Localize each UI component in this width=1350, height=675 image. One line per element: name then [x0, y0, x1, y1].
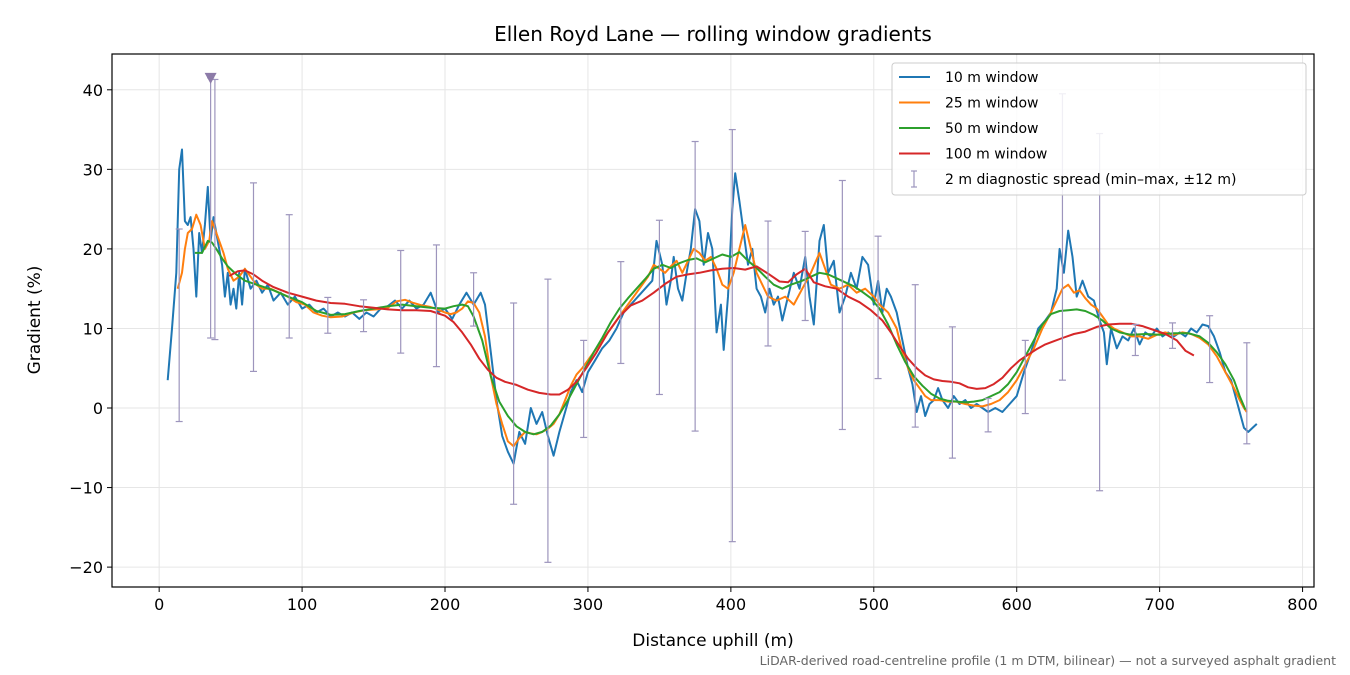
- x-tick-label: 200: [430, 595, 461, 614]
- errorbar: [984, 397, 992, 433]
- errorbar: [801, 230, 809, 322]
- errorbar: [1131, 323, 1139, 357]
- errorbar: [397, 249, 405, 354]
- axis-ticks: 0 100 200 300 400 500 600 700 800 −20 −10 0 10 20 30 40: [69, 81, 1318, 614]
- errorbar: [691, 140, 699, 432]
- legend-label: 2 m diagnostic spread (min–max, ±12 m): [945, 172, 1236, 188]
- legend: 10 m window 25 m window 50 m window 100 m w…: [891, 62, 1307, 196]
- errorbar: [470, 272, 478, 327]
- series-line-4: [228, 265, 1195, 396]
- chart-footnote: LiDAR-derived road-centreline profile (1…: [760, 653, 1336, 668]
- legend-item: 100 m window: [899, 147, 1047, 163]
- x-tick-label: 100: [287, 595, 318, 614]
- errorbar: [655, 219, 663, 396]
- errorbar-series: [175, 72, 1251, 563]
- x-tick-label: 300: [573, 595, 604, 614]
- errorbar: [324, 296, 332, 334]
- legend-label: 25 m window: [945, 96, 1038, 112]
- legend-item: 2 m diagnostic spread (min–max, ±12 m): [911, 170, 1236, 188]
- legend-label: 50 m window: [945, 121, 1038, 137]
- errorbar: [432, 244, 440, 368]
- legend-box: [891, 62, 1307, 196]
- chart-title: Ellen Royd Lane — rolling window gradien…: [494, 22, 932, 46]
- errorbar: [911, 284, 919, 428]
- y-tick-label: 40: [83, 81, 103, 100]
- y-tick-label: 10: [83, 319, 103, 338]
- errorbar: [544, 278, 552, 563]
- errorbar: [1169, 322, 1177, 349]
- errorbar: [617, 261, 625, 365]
- y-tick-label: 20: [83, 240, 103, 259]
- x-tick-label: 700: [1144, 595, 1175, 614]
- errorbar: [1206, 315, 1214, 384]
- errorbar: [1021, 339, 1029, 415]
- x-tick-label: 400: [716, 595, 747, 614]
- legend-item: 25 m window: [899, 96, 1038, 112]
- legend-label: 10 m window: [945, 70, 1038, 86]
- x-tick-label: 800: [1287, 595, 1318, 614]
- legend-item: 10 m window: [899, 70, 1038, 86]
- errorbar: [874, 235, 882, 380]
- y-tick-label: 30: [83, 160, 103, 179]
- y-tick-label: 0: [93, 399, 103, 418]
- clipped-marker: [204, 72, 217, 84]
- plot-frame: [111, 53, 1315, 588]
- errorbar: [1243, 342, 1251, 445]
- errorbar: [510, 302, 518, 505]
- errorbar: [948, 326, 956, 459]
- errorbar: [728, 128, 736, 543]
- y-tick-label: −20: [69, 558, 103, 577]
- legend-label: 100 m window: [945, 147, 1047, 163]
- y-tick-label: −10: [69, 479, 103, 498]
- x-tick-label: 600: [1001, 595, 1032, 614]
- errorbar: [838, 179, 846, 431]
- errorbar: [249, 182, 257, 373]
- series-line-1: [166, 148, 1258, 465]
- series-line-3: [194, 239, 1247, 436]
- series-layer: [166, 72, 1258, 563]
- y-axis-label: Gradient (%): [25, 266, 45, 375]
- x-tick-label: 500: [859, 595, 890, 614]
- errorbar: [764, 220, 772, 347]
- legend-item: 50 m window: [899, 121, 1038, 137]
- x-tick-label: 0: [154, 595, 164, 614]
- x-axis-label: Distance uphill (m): [632, 631, 793, 651]
- errorbar: [285, 214, 293, 339]
- errorbar: [580, 339, 588, 439]
- errorbar: [360, 299, 368, 333]
- errorbar: [175, 228, 183, 423]
